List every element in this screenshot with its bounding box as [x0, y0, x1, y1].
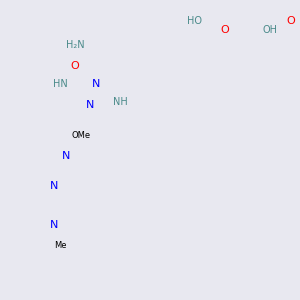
Text: O: O — [220, 25, 230, 35]
Text: N: N — [92, 79, 100, 89]
Text: N: N — [50, 220, 58, 230]
Text: OMe: OMe — [71, 130, 91, 140]
Text: N: N — [86, 100, 94, 110]
Text: Me: Me — [54, 242, 66, 250]
Text: HO: HO — [188, 16, 202, 26]
Text: O: O — [286, 16, 296, 26]
Text: O: O — [70, 61, 80, 71]
Text: N: N — [50, 181, 58, 191]
Text: NH: NH — [112, 97, 128, 107]
Text: H₂N: H₂N — [66, 40, 84, 50]
Text: N: N — [62, 151, 70, 161]
Text: OH: OH — [262, 25, 278, 35]
Text: HN: HN — [52, 79, 68, 89]
